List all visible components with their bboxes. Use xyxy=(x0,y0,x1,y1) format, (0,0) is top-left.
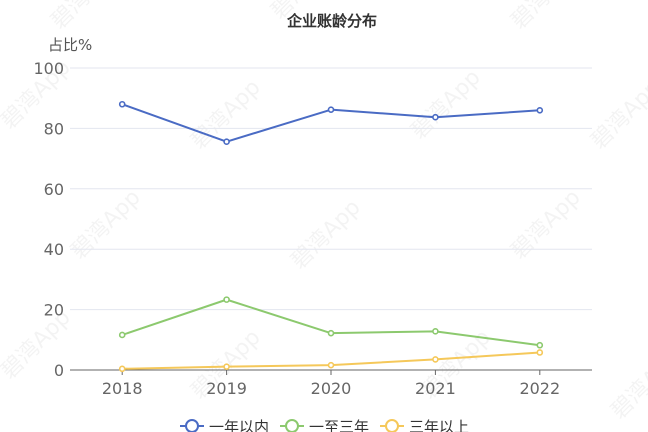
legend-label: 三年以上 xyxy=(409,418,469,432)
watermark-text: 碧湾App xyxy=(587,75,648,154)
data-point[interactable] xyxy=(432,356,439,363)
data-point[interactable] xyxy=(223,296,230,303)
legend[interactable]: 一年以内 一至三年 三年以上 xyxy=(180,418,469,432)
data-point[interactable] xyxy=(223,138,230,145)
y-axis-ticks: 0 20 40 60 80 100 xyxy=(33,59,64,380)
watermark-text: 碧湾App xyxy=(407,65,486,144)
y-tick-label: 60 xyxy=(44,180,64,199)
x-axis: 2018 2019 2020 2021 2022 xyxy=(70,369,592,398)
data-point[interactable] xyxy=(432,113,439,121)
watermark-text: 碧湾App xyxy=(47,0,126,34)
y-axis-label: 占比% xyxy=(48,36,92,54)
grid-lines xyxy=(70,67,592,311)
chart-title: 企业账龄分布 xyxy=(286,12,377,30)
legend-item[interactable]: 一至三年 xyxy=(280,418,369,432)
x-tick-label: 2020 xyxy=(311,379,352,398)
y-tick-label: 20 xyxy=(44,301,64,320)
x-tick-label: 2019 xyxy=(206,379,247,398)
watermark-text: 碧湾App xyxy=(0,305,76,384)
legend-marker-icon xyxy=(185,419,199,432)
y-tick-label: 0 xyxy=(54,361,64,380)
y-tick-label: 100 xyxy=(33,59,64,78)
watermark-text: 碧湾App xyxy=(607,345,648,424)
watermark-text: 碧湾App xyxy=(287,195,366,274)
x-tick-label: 2018 xyxy=(102,379,143,398)
legend-item[interactable]: 三年以上 xyxy=(380,418,469,432)
data-point[interactable] xyxy=(118,331,126,339)
data-point[interactable] xyxy=(432,328,439,335)
data-point[interactable] xyxy=(118,365,126,373)
y-tick-label: 80 xyxy=(44,119,64,138)
watermark-text: 碧湾App xyxy=(507,185,586,264)
data-point[interactable] xyxy=(536,349,544,356)
data-point[interactable] xyxy=(536,106,544,114)
data-point[interactable] xyxy=(536,341,544,349)
legend-item[interactable]: 一年以内 xyxy=(180,418,269,432)
legend-marker-icon xyxy=(385,419,399,432)
y-tick-label: 40 xyxy=(44,240,64,259)
x-tick-label: 2021 xyxy=(415,379,456,398)
series-layer xyxy=(118,100,544,373)
data-point[interactable] xyxy=(327,361,335,369)
data-point[interactable] xyxy=(223,363,230,370)
watermark-text: 碧湾App xyxy=(507,0,586,34)
data-point[interactable] xyxy=(327,329,335,337)
data-point[interactable] xyxy=(118,100,126,108)
legend-label: 一年以内 xyxy=(209,418,269,432)
legend-marker-icon xyxy=(285,419,299,432)
data-point[interactable] xyxy=(327,106,335,113)
legend-label: 一至三年 xyxy=(309,418,369,432)
watermark-text: 碧湾App xyxy=(67,185,146,264)
x-tick-label: 2022 xyxy=(519,379,560,398)
